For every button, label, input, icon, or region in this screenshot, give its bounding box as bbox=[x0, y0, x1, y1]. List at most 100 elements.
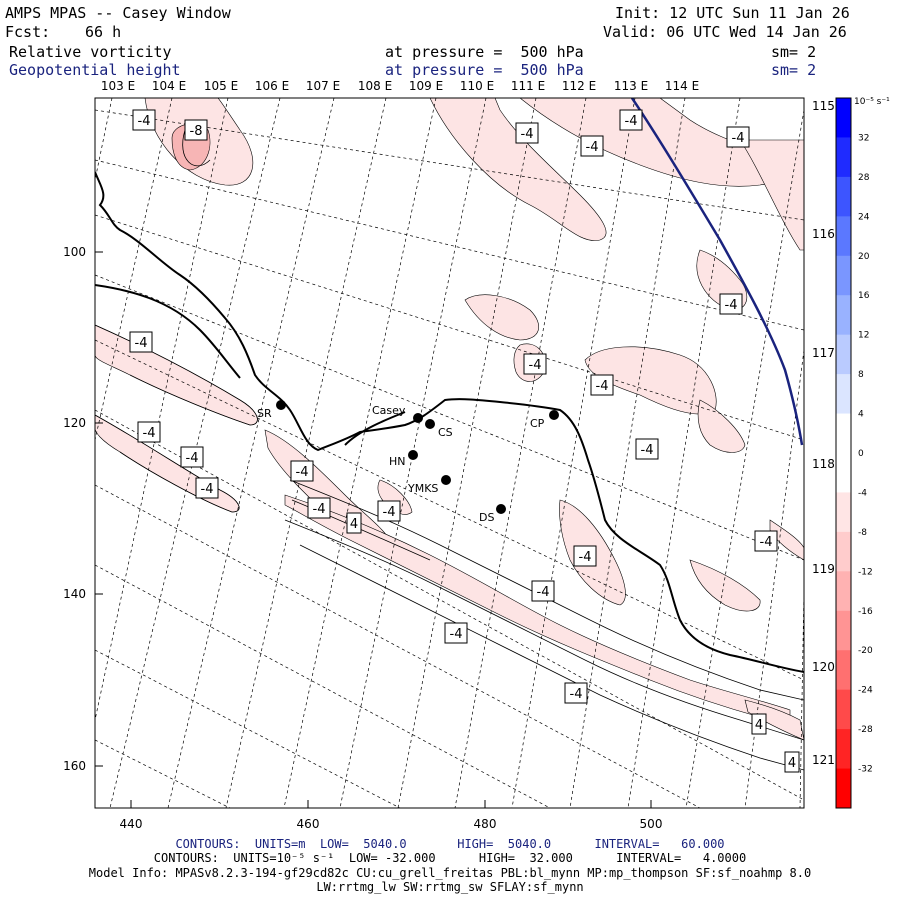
colorbar-label: 4 bbox=[858, 410, 864, 420]
contour-label-text: -4 bbox=[186, 451, 199, 466]
colorbar-label: 8 bbox=[858, 370, 864, 380]
contour-label: -4 bbox=[580, 135, 604, 157]
longitude-label: 104 E bbox=[152, 79, 186, 93]
contour-label: -4 bbox=[180, 446, 204, 468]
colorbar-swatch bbox=[836, 176, 851, 217]
x-tick-label: 480 bbox=[474, 817, 497, 831]
coastline bbox=[95, 171, 804, 673]
station-label: SR bbox=[257, 407, 272, 420]
contour-label: 4 bbox=[751, 713, 767, 735]
y-tick-label: 120 bbox=[63, 416, 86, 430]
y-axis: 100 120 140 160 bbox=[63, 245, 103, 773]
longitude-label: 112 E bbox=[562, 79, 596, 93]
colorbar-label: -28 bbox=[858, 725, 873, 735]
plot-frame bbox=[94, 97, 805, 809]
contour-label-box bbox=[290, 460, 314, 482]
contour-label-text: -4 bbox=[450, 627, 463, 642]
x-tick-label: 440 bbox=[120, 817, 143, 831]
field2-name: Geopotential height bbox=[9, 61, 181, 79]
colorbar-swatch bbox=[836, 492, 851, 533]
contour-label-text: -4 bbox=[313, 502, 326, 517]
y-tick-label: 160 bbox=[63, 759, 86, 773]
contour-label-box bbox=[444, 622, 468, 644]
contour-label-text: -4 bbox=[596, 379, 609, 394]
contour-label-box bbox=[180, 446, 204, 468]
contour-label-text: -4 bbox=[296, 465, 309, 480]
colorbar-frame bbox=[835, 97, 852, 809]
colorbar-unit: 10⁻⁵ s⁻¹ bbox=[854, 97, 890, 107]
colorbar-label: -12 bbox=[858, 567, 873, 577]
contour-label-text: -4 bbox=[201, 482, 214, 497]
contour-label-text: -4 bbox=[641, 443, 654, 458]
contour-label-box bbox=[346, 512, 362, 534]
field2-smoothing: sm= 2 bbox=[771, 61, 817, 79]
station-label: CP bbox=[530, 417, 545, 430]
longitude-label: 110 E bbox=[460, 79, 494, 93]
contour-label-text: -4 bbox=[529, 358, 542, 373]
station-label: YMKS bbox=[407, 482, 438, 495]
contour-label: 4 bbox=[346, 512, 362, 534]
contour-label-box bbox=[719, 293, 743, 315]
colorbar-swatch bbox=[836, 729, 851, 770]
y-tick-label: 140 bbox=[63, 587, 86, 601]
colorbar-label: 24 bbox=[858, 212, 870, 222]
field1-smoothing: sm= 2 bbox=[771, 43, 817, 61]
contour-label-box bbox=[377, 500, 401, 522]
colorbar-swatch bbox=[836, 98, 851, 138]
contour-label-text: -4 bbox=[537, 585, 550, 600]
colorbar-label: -24 bbox=[858, 686, 873, 696]
contour-label-text: -4 bbox=[732, 131, 745, 146]
colorbar-swatch bbox=[836, 137, 851, 178]
contour-label-box bbox=[307, 497, 331, 519]
longitude-label: 109 E bbox=[409, 79, 443, 93]
colorbar-label: -16 bbox=[858, 607, 873, 617]
contour-label-text: -4 bbox=[135, 336, 148, 351]
contour-label-text: -4 bbox=[625, 114, 638, 129]
contour-label-text: -4 bbox=[521, 127, 534, 142]
station-label: HN bbox=[389, 455, 406, 468]
colorbar-swatch bbox=[836, 453, 851, 493]
colorbar-label: -8 bbox=[858, 528, 867, 538]
contour-label-box bbox=[531, 580, 555, 602]
footer-model-info: Model Info: MPASv8.2.3-194-gf29cd82c CU:… bbox=[88, 866, 812, 880]
longitude-label: 111 E bbox=[511, 79, 545, 93]
colorbar-swatch bbox=[836, 571, 851, 612]
colorbar-swatch bbox=[836, 610, 851, 651]
station-label: Casey bbox=[372, 404, 406, 417]
forecast-label: Fcst: bbox=[5, 23, 51, 41]
station-dot bbox=[425, 419, 435, 429]
longitude-label: 105 E bbox=[204, 79, 238, 93]
station-dot bbox=[276, 400, 286, 410]
longitude-label: 107 E bbox=[306, 79, 340, 93]
field1-name: Relative vorticity bbox=[9, 43, 172, 61]
contour-label: -4 bbox=[523, 353, 547, 375]
contour-label: -4 bbox=[132, 109, 156, 131]
contour-label-box bbox=[635, 438, 659, 460]
colorbar-label: 16 bbox=[858, 291, 870, 301]
contour-label-text: -4 bbox=[725, 298, 738, 313]
contour-label-box bbox=[726, 126, 750, 148]
colorbar-swatch bbox=[836, 374, 851, 415]
graticule bbox=[95, 98, 804, 808]
colorbar-label: -20 bbox=[858, 646, 873, 656]
x-tick-label: 500 bbox=[640, 817, 663, 831]
contour-label: -4 bbox=[129, 331, 153, 353]
contour-label-box bbox=[564, 682, 588, 704]
station-dot bbox=[549, 410, 559, 420]
contour-label-box bbox=[515, 122, 539, 144]
contour-label: -8 bbox=[184, 119, 208, 141]
footer-model-physics: LW:rrtmg_lw SW:rrtmg_sw SFLAY:sf_mynn bbox=[316, 880, 584, 894]
station-dot bbox=[496, 504, 506, 514]
contour-label-box bbox=[754, 530, 778, 552]
colorbar-label: -4 bbox=[858, 488, 867, 498]
contour-label-text: -4 bbox=[143, 426, 156, 441]
colorbar-swatch bbox=[836, 255, 851, 296]
contour-label-box bbox=[784, 751, 800, 773]
station-label: DS bbox=[479, 511, 494, 524]
colorbar-label: 28 bbox=[858, 173, 870, 183]
colorbar-swatch bbox=[836, 216, 851, 257]
colorbar-label: 32 bbox=[858, 133, 869, 143]
colorbar-swatch bbox=[836, 650, 851, 691]
colorbar: 10⁻⁵ s⁻¹ 32 28 24 20 16 12 8 4 0 -4 -8 -12 -16 -20 -24 -… bbox=[835, 97, 890, 809]
